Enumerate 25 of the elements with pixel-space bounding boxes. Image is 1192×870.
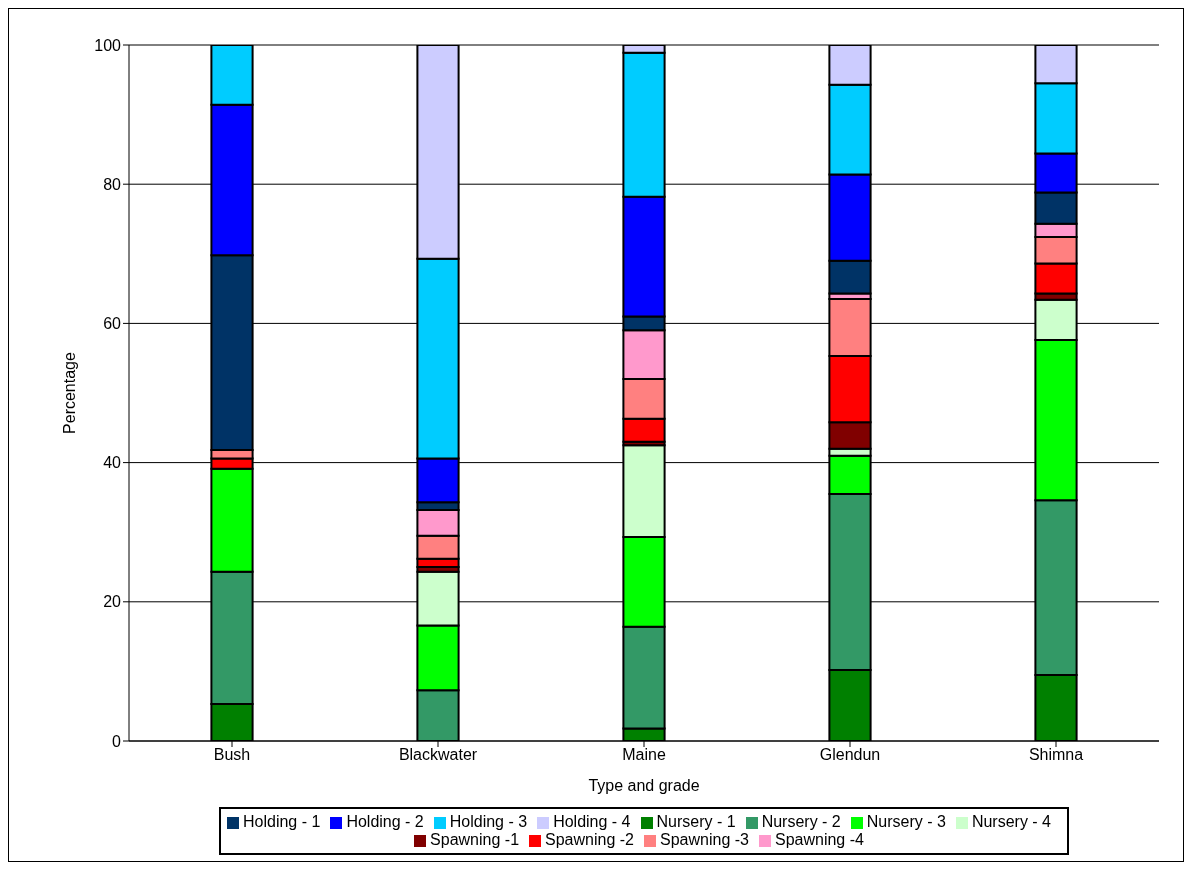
legend-label: Spawning -3 <box>660 831 749 848</box>
x-tick-label: Glendun <box>819 746 881 764</box>
x-axis-title: Type and grade <box>588 777 700 794</box>
legend-label: Nursery - 3 <box>866 813 946 830</box>
x-tick-label: Blackwater <box>398 746 478 764</box>
legend-label: Spawning -1 <box>430 831 520 848</box>
legend-label: Spawning -2 <box>545 831 634 848</box>
x-tick-label: Maine <box>622 746 666 764</box>
y-tick-label: 20 <box>103 593 122 611</box>
y-tick-label: 60 <box>103 315 122 333</box>
legend-label: Holding - 2 <box>346 813 424 830</box>
legend-label: Nursery - 1 <box>656 813 736 830</box>
legend-label: Holding - 4 <box>553 813 631 830</box>
legend-label: Nursery - 4 <box>971 813 1051 830</box>
y-tick-label: 0 <box>112 732 122 750</box>
legend-label: Holding - 3 <box>449 813 528 830</box>
legend-label: Nursery - 2 <box>761 813 841 830</box>
legend-label: Holding - 1 <box>243 813 321 830</box>
y-tick-label: 40 <box>103 454 122 472</box>
x-tick-label: Shimna <box>1028 746 1084 764</box>
y-tick-label: 100 <box>94 36 122 54</box>
x-tick-label: Bush <box>213 746 251 764</box>
legend-label: Spawning -4 <box>774 831 864 848</box>
y-tick-label: 80 <box>103 175 122 193</box>
y-axis-title: Percentage <box>60 351 78 434</box>
